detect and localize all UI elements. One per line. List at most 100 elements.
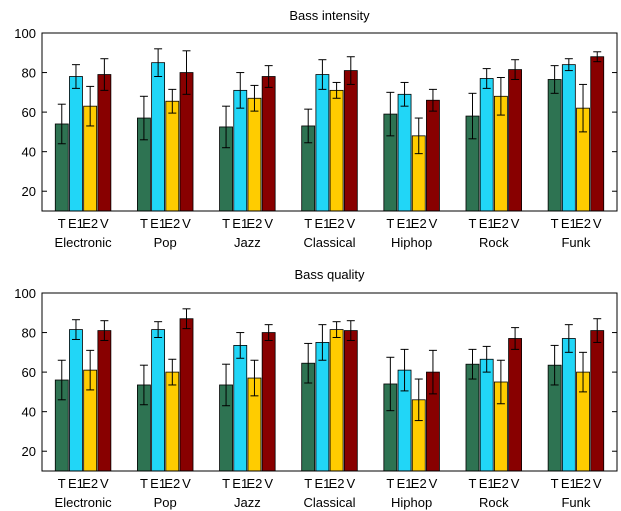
bar-label: T	[222, 216, 230, 231]
bar	[165, 371, 180, 472]
bar-label: E2	[247, 216, 263, 231]
bar	[315, 74, 330, 212]
bar-label: E1	[232, 476, 248, 491]
bar-label: V	[593, 216, 602, 231]
y-tick-label: 80	[22, 326, 36, 341]
bar-label: V	[511, 216, 520, 231]
bar	[547, 79, 562, 212]
bar	[261, 76, 276, 212]
bar	[397, 93, 412, 212]
y-tick-label: 40	[22, 145, 36, 160]
chart-title: Bass quality	[294, 267, 365, 282]
y-tick-label: 100	[14, 26, 36, 41]
bar-label: T	[469, 216, 477, 231]
bar-label: E1	[314, 216, 330, 231]
bar	[329, 89, 344, 212]
bar-label: E1	[561, 216, 577, 231]
bar-label: T	[304, 476, 312, 491]
chart-title: Bass intensity	[289, 8, 370, 23]
bar-label: E2	[411, 476, 427, 491]
bar	[165, 100, 180, 212]
bar-label: T	[222, 476, 230, 491]
category-label: Pop	[154, 495, 177, 510]
bar-label: E2	[164, 216, 180, 231]
bar	[508, 338, 522, 472]
bar	[479, 78, 494, 212]
bar-label: E1	[150, 216, 166, 231]
category-label: Jazz	[234, 495, 261, 510]
category-label: Hiphop	[391, 235, 432, 250]
bar-label: E2	[82, 476, 98, 491]
bar-label: E1	[479, 216, 495, 231]
bar-label: E2	[329, 216, 345, 231]
bar-label: E2	[247, 476, 263, 491]
plot-frame	[41, 32, 618, 212]
bar	[97, 330, 112, 472]
y-tick-label: 60	[22, 105, 36, 120]
bar	[69, 76, 83, 212]
bar	[151, 329, 166, 472]
bar-label: E2	[82, 216, 98, 231]
bar	[261, 332, 276, 472]
bar-label: T	[58, 476, 66, 491]
bar-label: E1	[150, 476, 166, 491]
bar	[69, 329, 83, 472]
bar-label: E1	[68, 476, 84, 491]
bar-label: T	[140, 476, 148, 491]
category-label: Funk	[561, 235, 590, 250]
bar-label: E1	[561, 476, 577, 491]
bar-label: E1	[397, 216, 413, 231]
bar-label: V	[346, 216, 355, 231]
bar	[97, 74, 112, 212]
bar-label: V	[182, 216, 191, 231]
bar	[151, 62, 166, 212]
bar	[426, 99, 440, 212]
bar-label: V	[511, 476, 520, 491]
bar-label: T	[140, 216, 148, 231]
category-label: Electronic	[55, 495, 113, 510]
y-tick-label: 40	[22, 405, 36, 420]
bar-label: T	[386, 216, 394, 231]
bar	[247, 97, 262, 212]
bar-label: E2	[493, 476, 509, 491]
bar-label: V	[264, 216, 273, 231]
category-label: Classical	[303, 235, 355, 250]
category-label: Jazz	[234, 235, 261, 250]
plot-frame	[41, 292, 618, 472]
y-tick-label: 80	[22, 66, 36, 81]
bar-label: E2	[411, 216, 427, 231]
y-tick-label: 20	[22, 444, 36, 459]
bar-label: V	[593, 476, 602, 491]
bar-label: E1	[479, 476, 495, 491]
bar	[479, 358, 494, 472]
bar-label: T	[386, 476, 394, 491]
bar-label: E1	[68, 216, 84, 231]
bar-label: V	[429, 476, 438, 491]
bar-label: E2	[329, 476, 345, 491]
bar-label: E1	[232, 216, 248, 231]
bar-label: E2	[575, 216, 591, 231]
bar	[343, 330, 358, 472]
bar-label: V	[100, 216, 109, 231]
bar	[590, 56, 605, 212]
bar	[508, 69, 522, 212]
bar	[561, 338, 576, 472]
category-label: Classical	[303, 495, 355, 510]
category-label: Rock	[479, 495, 509, 510]
bar-label: V	[182, 476, 191, 491]
y-tick-label: 20	[22, 184, 36, 199]
bar-label: E1	[314, 476, 330, 491]
y-tick-label: 60	[22, 365, 36, 380]
bar-label: V	[100, 476, 109, 491]
bar-label: T	[551, 216, 559, 231]
bar-label: E2	[164, 476, 180, 491]
bar-label: T	[551, 476, 559, 491]
bar	[590, 330, 605, 472]
category-label: Funk	[561, 495, 590, 510]
category-label: Pop	[154, 235, 177, 250]
bar	[315, 342, 330, 472]
bar	[561, 64, 576, 212]
bar	[179, 318, 194, 472]
